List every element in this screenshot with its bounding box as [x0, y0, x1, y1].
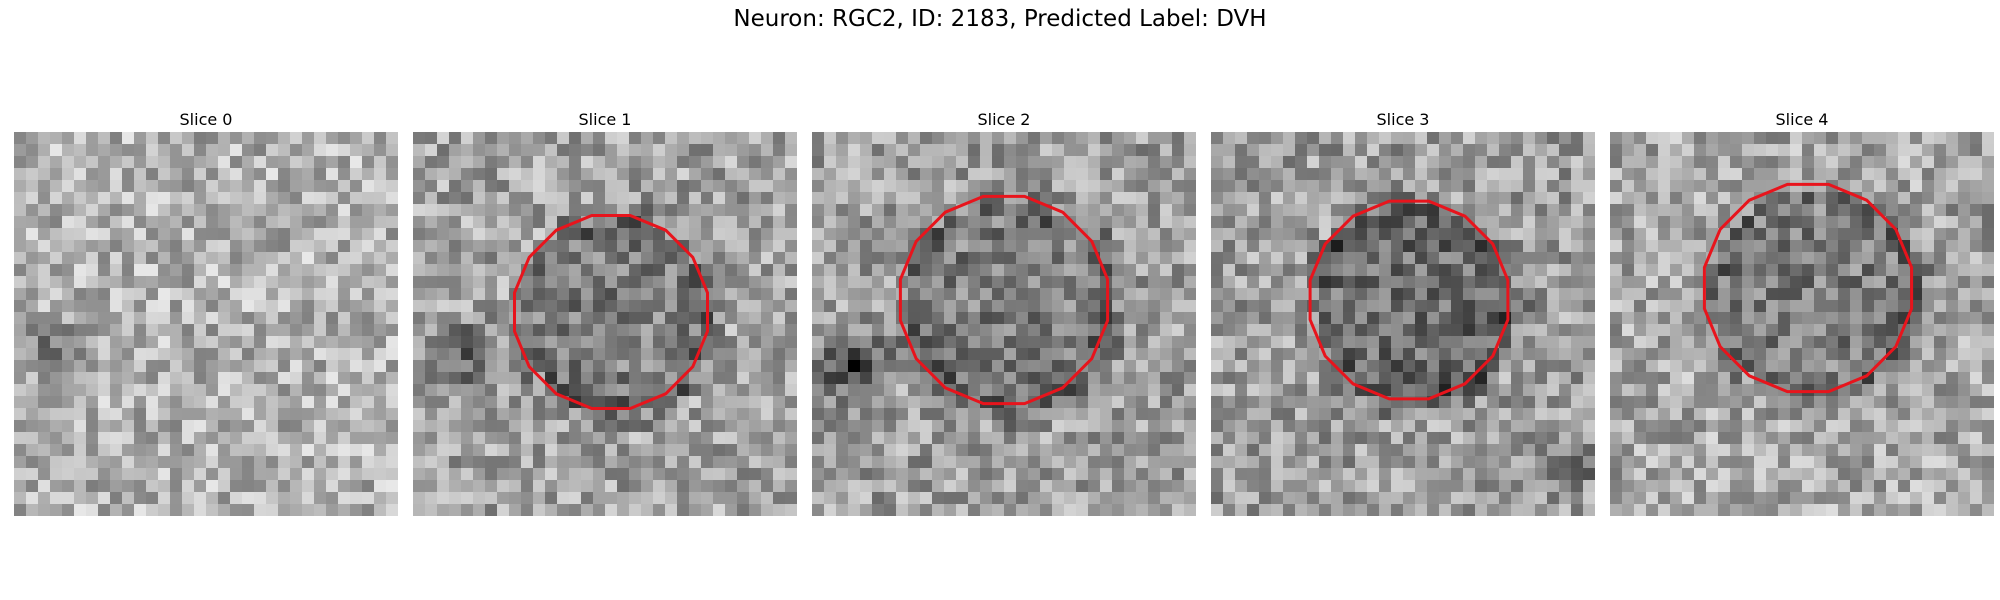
slice-image: [812, 132, 1196, 516]
panel-title: Slice 0: [179, 110, 233, 129]
slice-image: [1610, 132, 1994, 516]
roi-outline: [513, 214, 709, 410]
figure-title: Neuron: RGC2, ID: 2183, Predicted Label:…: [733, 6, 1267, 32]
panel-slice-0: Slice 0: [14, 108, 398, 516]
panel-title: Slice 3: [1376, 110, 1430, 129]
roi-outline: [1308, 199, 1510, 401]
panel-slice-1: Slice 1: [413, 108, 797, 516]
slice-image: [14, 132, 398, 516]
panel-title: Slice 4: [1775, 110, 1829, 129]
slice-image: [413, 132, 797, 516]
roi-outline: [898, 194, 1110, 406]
panel-title: Slice 2: [977, 110, 1031, 129]
panel-slice-2: Slice 2: [812, 108, 1196, 516]
panel-slice-4: Slice 4: [1610, 108, 1994, 516]
slice-image: [1211, 132, 1595, 516]
panel-slice-3: Slice 3: [1211, 108, 1595, 516]
panel-title: Slice 1: [578, 110, 632, 129]
roi-outline: [1702, 182, 1914, 394]
